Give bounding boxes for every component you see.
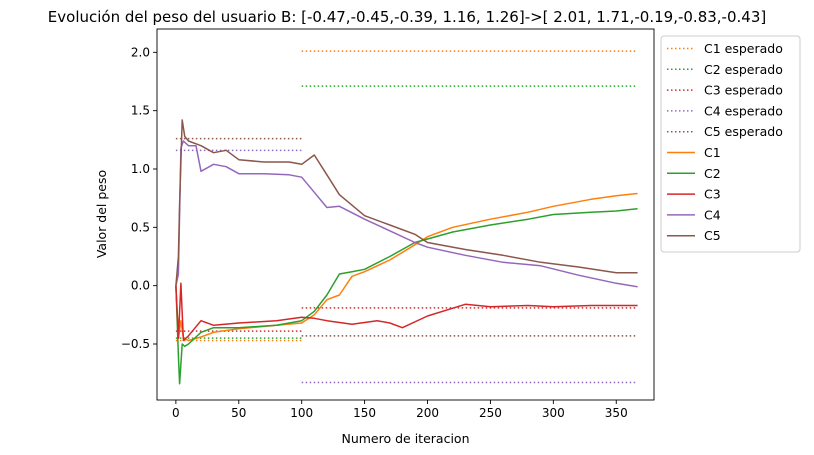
x-tick-label: 300 [542, 406, 565, 420]
legend-label: C5 esperado [704, 124, 783, 139]
y-tick-label: 2.0 [131, 45, 150, 59]
plot-area-frame [156, 28, 655, 401]
x-tick-label: 200 [416, 406, 439, 420]
y-tick-label: −0.5 [121, 337, 150, 351]
legend-box [660, 35, 801, 253]
series-line-c2 [175, 207, 638, 385]
x-tick-label: 250 [479, 406, 502, 420]
y-tick-label: 1.5 [131, 104, 150, 118]
x-tick-label: 50 [231, 406, 246, 420]
y-axis-label: Valor del peso [94, 170, 109, 258]
legend-label: C3 esperado [704, 83, 783, 98]
legend-label: C2 esperado [704, 62, 783, 77]
series-line-c4 [175, 140, 638, 288]
y-tick-label: 1.0 [131, 162, 150, 176]
x-axis-label: Numero de iteracion [341, 431, 469, 446]
y-tick-label: 0.0 [131, 279, 150, 293]
chart-title: Evolución del peso del usuario B: [-0.47… [48, 8, 766, 26]
legend-label: C4 [704, 207, 721, 222]
series-line-c3 [175, 282, 638, 342]
legend: C1 esperado C2 esperado C3 esperado C4 espe… [660, 35, 801, 253]
legend-label: C5 [704, 228, 721, 243]
legend-label: C4 esperado [704, 103, 783, 118]
legend-label: C1 [704, 145, 721, 160]
x-tick-label: 350 [605, 406, 628, 420]
legend-label: C2 [704, 166, 721, 181]
x-tick-label: 100 [290, 406, 313, 420]
series-line-c5 [175, 119, 638, 286]
legend-label: C1 esperado [704, 41, 783, 56]
legend-label: C3 [704, 187, 721, 202]
y-tick-label: 0.5 [131, 220, 150, 234]
series-line-c1 [175, 192, 638, 342]
x-tick-label: 0 [172, 406, 180, 420]
x-tick-label: 150 [353, 406, 376, 420]
